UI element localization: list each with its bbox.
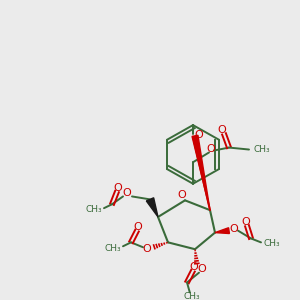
- Text: O: O: [242, 217, 250, 227]
- Polygon shape: [215, 228, 230, 233]
- Text: O: O: [142, 244, 152, 254]
- Text: O: O: [123, 188, 131, 197]
- Text: O: O: [230, 224, 238, 234]
- Text: O: O: [218, 125, 226, 135]
- Polygon shape: [192, 135, 210, 210]
- Text: O: O: [134, 222, 142, 232]
- Polygon shape: [146, 198, 158, 217]
- Text: O: O: [195, 130, 203, 140]
- Text: O: O: [198, 264, 206, 274]
- Text: CH₃: CH₃: [254, 145, 271, 154]
- Text: CH₃: CH₃: [263, 239, 280, 248]
- Text: O: O: [178, 190, 186, 200]
- Text: O: O: [207, 143, 215, 154]
- Text: CH₃: CH₃: [184, 292, 200, 300]
- Text: CH₃: CH₃: [104, 244, 121, 253]
- Text: O: O: [190, 262, 198, 272]
- Text: CH₃: CH₃: [85, 205, 102, 214]
- Text: O: O: [114, 183, 122, 193]
